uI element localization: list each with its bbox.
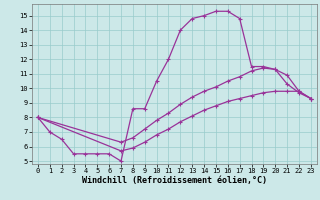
X-axis label: Windchill (Refroidissement éolien,°C): Windchill (Refroidissement éolien,°C) bbox=[82, 176, 267, 185]
